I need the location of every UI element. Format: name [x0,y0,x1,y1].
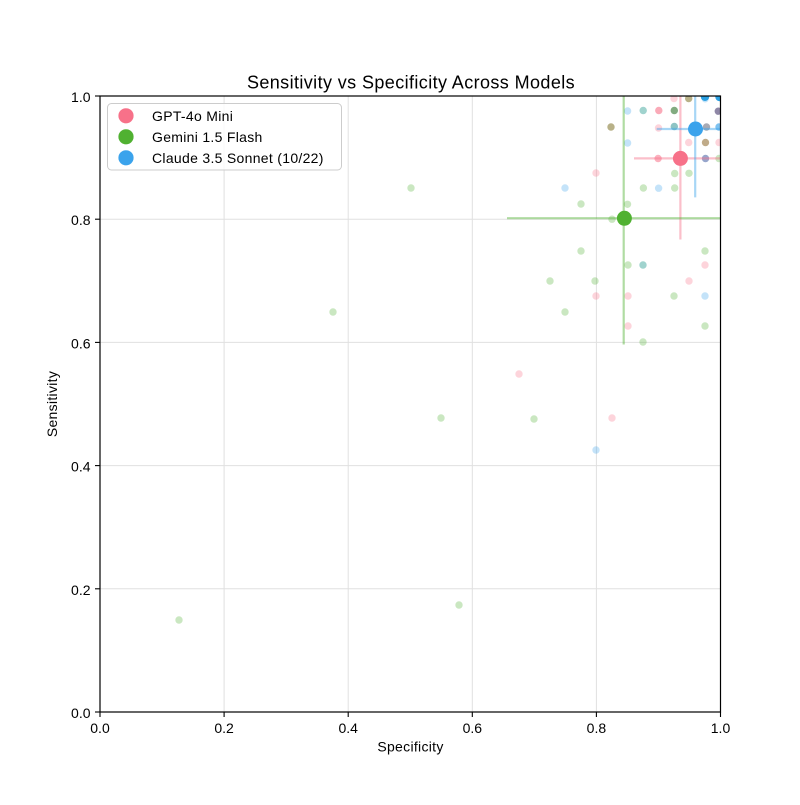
svg-text:0.8: 0.8 [71,212,91,228]
svg-text:Claude 3.5 Sonnet (10/22): Claude 3.5 Sonnet (10/22) [152,150,324,166]
svg-text:0.2: 0.2 [214,720,234,736]
svg-text:0.4: 0.4 [338,720,358,736]
svg-text:1.0: 1.0 [711,720,731,736]
svg-text:0.6: 0.6 [71,335,91,351]
svg-text:0.0: 0.0 [90,720,110,736]
svg-text:Gemini 1.5 Flash: Gemini 1.5 Flash [152,129,263,145]
svg-text:Sensitivity vs Specificity Acr: Sensitivity vs Specificity Across Models [247,72,575,92]
svg-text:0.6: 0.6 [463,720,483,736]
svg-text:0.2: 0.2 [71,582,91,598]
svg-text:0.8: 0.8 [587,720,607,736]
svg-text:Sensitivity: Sensitivity [44,371,60,437]
svg-text:0.0: 0.0 [71,705,91,721]
svg-text:1.0: 1.0 [71,89,91,105]
svg-text:0.4: 0.4 [71,459,91,475]
svg-text:Specificity: Specificity [377,738,443,754]
svg-text:GPT-4o Mini: GPT-4o Mini [152,108,233,124]
